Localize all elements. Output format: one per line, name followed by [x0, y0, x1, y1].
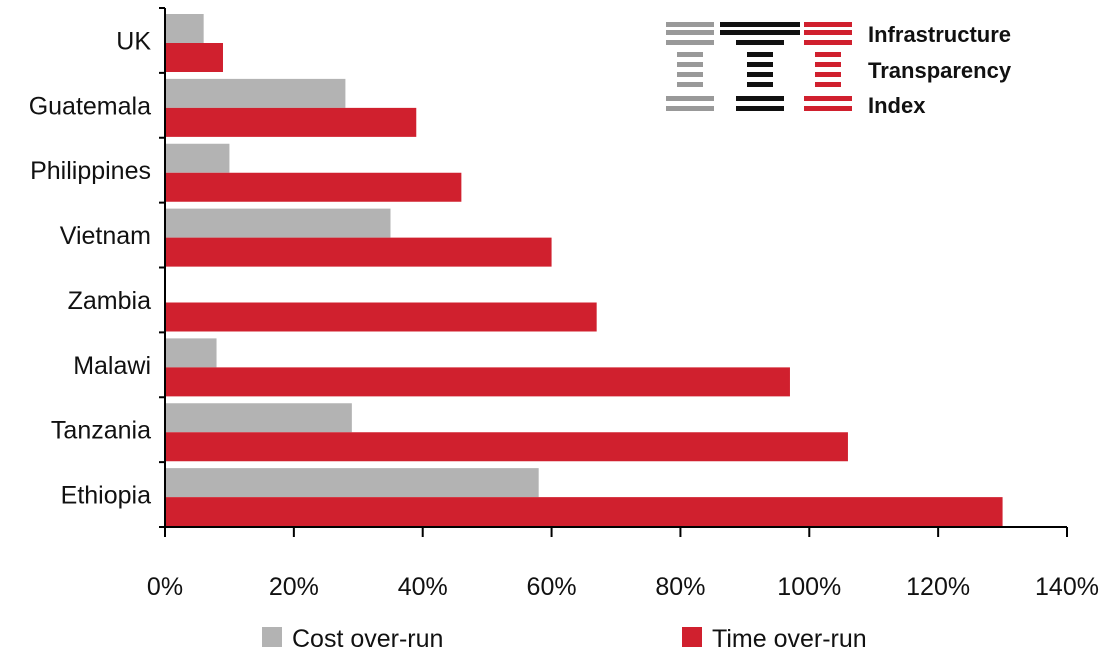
legend-swatch-time	[682, 627, 702, 647]
bar-cost-ethiopia	[165, 468, 539, 498]
bar-cost-guatemala	[165, 78, 346, 108]
bar-time-uk	[165, 43, 223, 72]
category-label-guatemala: Guatemala	[29, 92, 151, 120]
bar-cost-vietnam	[165, 208, 391, 238]
logo-line-3: Index	[868, 93, 926, 118]
category-label-tanzania: Tanzania	[51, 417, 151, 445]
bar-cost-tanzania	[165, 403, 352, 433]
bar-time-vietnam	[165, 237, 552, 267]
x-tick-label: 60%	[527, 573, 577, 601]
category-label-philippines: Philippines	[30, 157, 151, 185]
bar-time-ethiopia	[165, 497, 1003, 527]
x-tick-label: 120%	[906, 573, 970, 601]
category-label-uk: UK	[116, 27, 151, 55]
legend-swatch-cost	[262, 627, 282, 647]
bar-cost-malawi	[165, 338, 217, 368]
logo-line-1: Infrastructure	[868, 22, 1011, 47]
logo-line-2: Transparency	[868, 58, 1012, 83]
x-tick-label: 140%	[1035, 573, 1099, 601]
x-tick-label: 0%	[147, 573, 183, 601]
category-label-malawi: Malawi	[73, 352, 151, 380]
bar-time-zambia	[165, 302, 597, 332]
category-label-vietnam: Vietnam	[60, 222, 151, 250]
bar-cost-uk	[165, 14, 204, 43]
category-label-ethiopia: Ethiopia	[61, 482, 151, 510]
legend-label-time: Time over-run	[712, 625, 867, 653]
x-tick-label: 40%	[398, 573, 448, 601]
bar-time-guatemala	[165, 107, 417, 137]
bar-time-malawi	[165, 367, 790, 397]
iti-logo-icon: Infrastructure Transparency Index	[666, 22, 1012, 118]
bar-cost-philippines	[165, 143, 230, 173]
x-tick-label: 100%	[777, 573, 841, 601]
legend-label-cost: Cost over-run	[292, 625, 443, 653]
x-tick-label: 20%	[269, 573, 319, 601]
x-tick-label: 80%	[655, 573, 705, 601]
category-label-zambia: Zambia	[68, 287, 151, 315]
bar-time-philippines	[165, 172, 462, 202]
bar-time-tanzania	[165, 432, 848, 462]
